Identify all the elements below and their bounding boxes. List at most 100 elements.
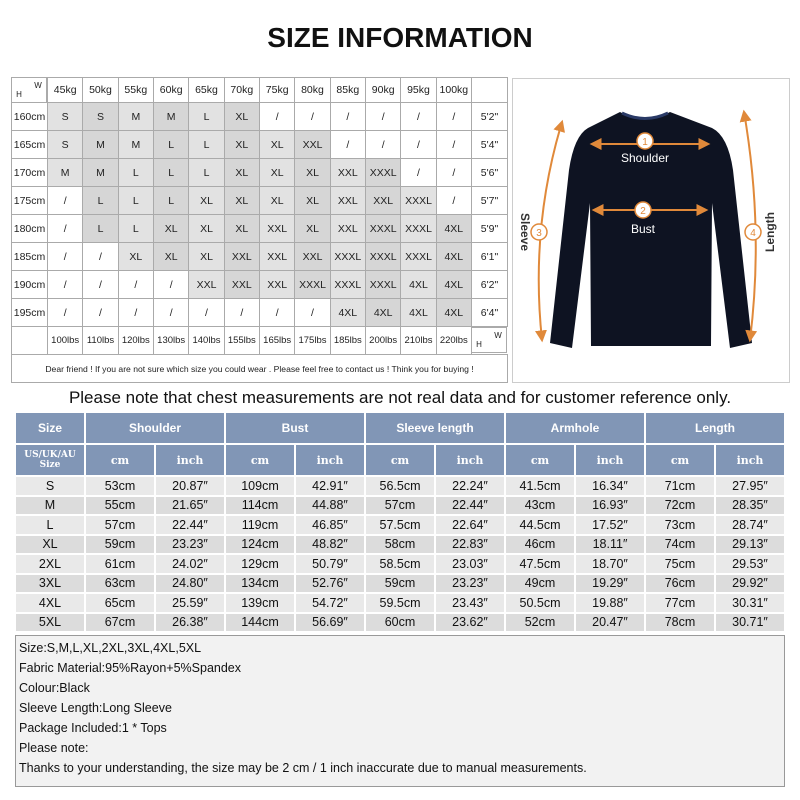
size-cell: XL xyxy=(188,214,225,243)
table-cell: 25.59″ xyxy=(155,593,225,613)
size-cell: 4XL xyxy=(400,298,437,327)
size-cell: XXXL xyxy=(400,186,437,215)
size-cell: / xyxy=(47,270,84,299)
table-cell: 54.72″ xyxy=(295,593,365,613)
size-cell: XXL xyxy=(329,214,366,243)
size-cell: / xyxy=(294,298,331,327)
badge-number: 4 xyxy=(750,228,756,239)
size-cell: / xyxy=(435,158,472,187)
size-cell: / xyxy=(435,186,472,215)
lbs-header: 220lbs xyxy=(435,326,472,355)
table-cell: 71cm xyxy=(645,476,715,496)
table-header: Bust xyxy=(225,412,365,444)
lbs-header: 210lbs xyxy=(400,326,437,355)
size-cell: / xyxy=(117,298,154,327)
garment-illustration: 1 Shoulder 2 Bust 3 Sleeve 4 Length xyxy=(512,78,790,383)
table-cell: 50.5cm xyxy=(505,593,575,613)
height-label: 175cm xyxy=(11,186,48,215)
table-subheader: cm xyxy=(365,444,435,476)
table-cell: 22.44″ xyxy=(435,495,505,515)
size-cell: / xyxy=(259,298,296,327)
table-cell: L xyxy=(15,515,85,535)
table-cell: 52cm xyxy=(505,612,575,632)
size-cell: / xyxy=(82,270,119,299)
size-cell: XXL xyxy=(294,130,331,159)
weight-header: 75kg xyxy=(259,77,296,103)
table-cell: 72cm xyxy=(645,495,715,515)
table-cell: 2XL xyxy=(15,554,85,574)
table-cell: 67cm xyxy=(85,612,155,632)
table-cell: 61cm xyxy=(85,554,155,574)
table-subheader: inch xyxy=(155,444,225,476)
size-cell: L xyxy=(153,130,190,159)
title: SIZE INFORMATION xyxy=(267,22,533,53)
table-subheader: inch xyxy=(435,444,505,476)
size-cell: / xyxy=(153,270,190,299)
height-label: 180cm xyxy=(11,214,48,243)
size-cell: L xyxy=(188,130,225,159)
fit-note: Dear friend ! If you are not sure which … xyxy=(11,354,508,383)
size-cell: XXXL xyxy=(365,242,402,271)
table-cell: 20.47″ xyxy=(575,612,645,632)
corner-cell xyxy=(471,77,508,103)
size-cell: XL xyxy=(223,102,260,131)
table-cell: 20.87″ xyxy=(155,476,225,496)
table-cell: 22.83″ xyxy=(435,534,505,554)
lbs-header: 165lbs xyxy=(259,326,296,355)
size-cell: XXXL xyxy=(294,270,331,299)
lbs-header: 140lbs xyxy=(188,326,225,355)
table-cell: 139cm xyxy=(225,593,295,613)
table-cell: 144cm xyxy=(225,612,295,632)
table-cell: 57.5cm xyxy=(365,515,435,535)
height-label: 185cm xyxy=(11,242,48,271)
size-cell: XL xyxy=(259,158,296,187)
feet-label: 5'6" xyxy=(471,158,508,187)
size-cell: / xyxy=(365,130,402,159)
notice: Please note that chest measurements are … xyxy=(68,388,732,407)
weight-header: 55kg xyxy=(117,77,154,103)
table-cell: 19.88″ xyxy=(575,593,645,613)
subheader-line: US/UK/AU xyxy=(24,450,76,460)
size-cell: XXXL xyxy=(400,242,437,271)
table-cell: 29.13″ xyxy=(715,534,785,554)
table-cell: 5XL xyxy=(15,612,85,632)
size-cell: / xyxy=(259,102,296,131)
table-cell: 46cm xyxy=(505,534,575,554)
table-cell: 52.76″ xyxy=(295,573,365,593)
table-cell: 17.52″ xyxy=(575,515,645,535)
height-label: 190cm xyxy=(11,270,48,299)
table-cell: 58cm xyxy=(365,534,435,554)
size-cell: XXL xyxy=(188,270,225,299)
table-cell: 26.38″ xyxy=(155,612,225,632)
table-cell: 22.44″ xyxy=(155,515,225,535)
size-cell: L xyxy=(188,102,225,131)
measure-label: Length xyxy=(763,212,777,252)
size-cell: / xyxy=(47,186,84,215)
size-cell: XL xyxy=(223,130,260,159)
size-cell: / xyxy=(400,102,437,131)
table-cell: 27.95″ xyxy=(715,476,785,496)
measure-label: Shoulder xyxy=(621,151,669,165)
table-cell: 28.35″ xyxy=(715,495,785,515)
table-cell: 59.5cm xyxy=(365,593,435,613)
size-cell: / xyxy=(329,130,366,159)
size-cell: XXL xyxy=(259,242,296,271)
table-cell: 46.85″ xyxy=(295,515,365,535)
size-cell: 4XL xyxy=(400,270,437,299)
corner-w: W xyxy=(494,330,502,340)
size-cell: XXL xyxy=(223,270,260,299)
size-cell: M xyxy=(153,102,190,131)
weight-header: 85kg xyxy=(329,77,366,103)
size-cell: L xyxy=(117,214,154,243)
table-cell: 42.91″ xyxy=(295,476,365,496)
table-cell: 18.11″ xyxy=(575,534,645,554)
size-cell: XXXL xyxy=(365,214,402,243)
height-label: 165cm xyxy=(11,130,48,159)
size-cell: XXL xyxy=(329,158,366,187)
table-cell: 63cm xyxy=(85,573,155,593)
table-cell: 44.88″ xyxy=(295,495,365,515)
weight-header: 60kg xyxy=(153,77,190,103)
table-cell: 41.5cm xyxy=(505,476,575,496)
size-cell: M xyxy=(82,158,119,187)
